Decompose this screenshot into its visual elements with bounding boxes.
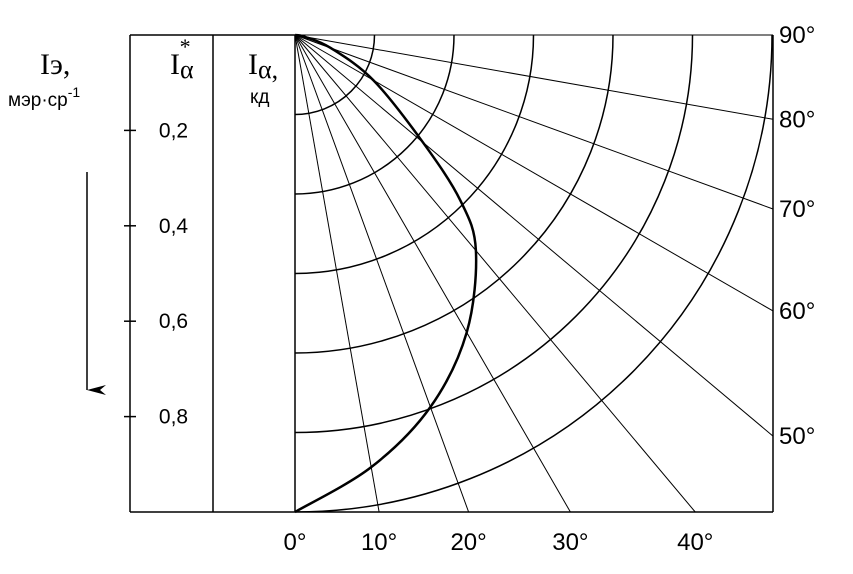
angle-ray	[294, 34, 696, 513]
angle-label: 50°	[779, 423, 815, 450]
label-sub: α,	[258, 55, 278, 84]
left-axis-unit: мэр·ср-1	[8, 84, 80, 111]
right-axis-unit: кд	[250, 87, 269, 108]
label-main: Iэ,	[40, 48, 70, 81]
label-main: I	[170, 48, 180, 81]
angle-ray	[294, 34, 774, 120]
angle-label: 60°	[779, 298, 815, 325]
angle-label: 90°	[779, 22, 815, 49]
angle-label: 30°	[552, 529, 588, 556]
unit-exp: -1	[68, 84, 81, 100]
label-sup: *	[180, 34, 191, 59]
r-tick-label: 0,6	[159, 310, 188, 333]
label-sub: α	[180, 55, 194, 84]
r-tick-label: 0,8	[159, 406, 188, 429]
angle-label: 80°	[779, 106, 815, 133]
angle-ray	[294, 34, 470, 513]
angle-ray	[294, 34, 774, 437]
angle-label: 10°	[361, 529, 397, 556]
r-tick-label: 0,2	[159, 119, 188, 142]
middle-axis-label: Iα*	[170, 34, 194, 84]
angle-ray	[294, 34, 774, 210]
grid-circles	[295, 35, 773, 512]
angle-ray	[294, 34, 380, 513]
right-axis-label: Iα,	[248, 48, 278, 84]
angle-ray	[294, 34, 571, 513]
unit: мэр·ср	[8, 90, 68, 111]
grid-circle	[295, 35, 614, 354]
intensity-curve	[294, 33, 478, 514]
angle-label: 0°	[284, 529, 307, 556]
angle-label: 20°	[450, 529, 486, 556]
r-tick-label: 0,4	[159, 215, 189, 238]
angle-label: 70°	[779, 196, 815, 223]
angle-ray	[294, 34, 774, 312]
left-axis-label: Iэ,	[40, 48, 70, 81]
label-main: I	[248, 48, 258, 81]
angle-label: 40°	[677, 529, 713, 556]
